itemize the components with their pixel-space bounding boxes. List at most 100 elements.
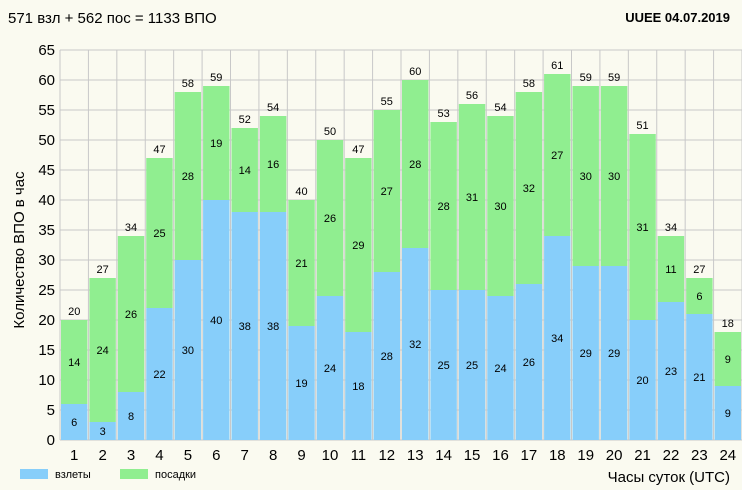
value-label-departures: 9 [725,408,731,420]
y-tick-label: 5 [47,402,55,419]
x-tick-label: 16 [492,447,509,464]
legend-swatch-arrivals [120,469,148,479]
y-axis-label: Количество ВПО в час [11,171,28,329]
value-label-total: 51 [636,120,648,132]
value-label-departures: 30 [182,345,194,357]
value-label-departures: 26 [523,357,535,369]
value-label-arrivals: 28 [182,171,194,183]
value-label-departures: 22 [153,369,165,381]
bar-departures [686,314,713,440]
value-label-arrivals: 21 [295,258,307,270]
value-label-total: 27 [97,264,109,276]
bar-arrivals [487,116,514,296]
value-label-arrivals: 31 [466,192,478,204]
bar-departures [629,320,656,440]
y-tick-label: 30 [38,252,55,269]
y-tick-label: 25 [38,282,55,299]
value-label-departures: 19 [295,378,307,390]
bar-arrivals [203,86,230,200]
bar-arrivals [259,116,287,212]
value-label-departures: 29 [608,348,620,360]
bar-arrivals [515,92,543,284]
x-tick-label: 24 [719,447,736,464]
legend-label-arrivals: посадки [155,469,196,481]
value-label-departures: 25 [466,360,478,372]
legend-label-departures: взлеты [55,469,91,481]
x-tick-label: 4 [155,447,163,464]
x-tick-label: 15 [464,447,481,464]
bar-arrivals [430,122,457,290]
value-label-departures: 20 [636,375,648,387]
y-tick-label: 0 [47,432,55,449]
bar-arrivals [61,320,88,404]
value-label-total: 59 [580,72,592,84]
value-label-total: 55 [381,96,393,108]
grid-lines [59,49,742,441]
value-label-arrivals: 19 [210,138,222,150]
value-label-departures: 38 [267,321,279,333]
value-label-departures: 25 [438,360,450,372]
bar-departures [316,296,344,440]
bar-arrivals [316,140,344,296]
value-label-total: 59 [608,72,620,84]
bar-arrivals [288,200,315,326]
value-label-arrivals: 26 [324,213,336,225]
x-tick-label: 21 [634,447,651,464]
y-tick-label: 20 [38,312,55,329]
bar-arrivals [686,278,713,314]
value-label-total: 34 [125,222,137,234]
value-label-total: 47 [153,144,165,156]
x-tick-label: 20 [606,447,623,464]
value-label-departures: 40 [210,315,222,327]
value-label-total: 18 [722,318,734,330]
x-axis-label: Часы суток (UTC) [608,469,730,486]
value-label-total: 60 [409,66,421,78]
bar-departures [146,308,173,440]
x-tick-label: 12 [378,447,395,464]
x-tick-label: 5 [184,447,192,464]
bar-departures [458,290,486,440]
x-tick-label: 22 [663,447,680,464]
x-tick-label: 17 [521,447,538,464]
value-label-total: 54 [494,102,506,114]
x-tick-label: 7 [241,447,249,464]
bar-arrivals [402,80,429,248]
x-tick-label: 1 [70,447,78,464]
value-label-total: 34 [665,222,677,234]
value-label-departures: 24 [494,363,506,375]
bar-departures [231,212,258,440]
bar-arrivals [345,158,372,332]
value-label-departures: 28 [381,351,393,363]
y-tick-label: 60 [38,72,55,89]
bar-departures [600,266,628,440]
value-label-arrivals: 28 [438,201,450,213]
value-label-arrivals: 11 [665,264,676,276]
x-tick-label: 18 [549,447,566,464]
x-tick-label: 11 [351,447,367,464]
bar-departures [89,422,116,440]
bar-departures [373,272,400,440]
value-label-departures: 21 [693,372,705,384]
bar-departures [714,386,741,440]
value-label-total: 53 [438,108,450,120]
y-tick-label: 55 [38,102,55,119]
value-label-departures: 38 [239,321,251,333]
x-tick-label: 19 [577,447,594,464]
value-label-total: 59 [210,72,222,84]
value-label-arrivals: 6 [696,291,702,303]
legend-swatch-departures [20,469,48,479]
value-label-arrivals: 32 [523,183,535,195]
x-tick-label: 6 [212,447,220,464]
header-summary: 571 взл + 562 пос = 1133 ВПО [8,10,217,27]
value-label-departures: 34 [551,333,563,345]
value-label-departures: 24 [324,363,336,375]
bar-departures [657,302,685,440]
bar-departures [288,326,315,440]
value-label-total: 61 [551,60,563,72]
legend: взлеты посадки [20,469,196,481]
bar-departures [174,260,202,440]
value-label-arrivals: 31 [636,222,648,234]
value-label-departures: 18 [352,381,364,393]
